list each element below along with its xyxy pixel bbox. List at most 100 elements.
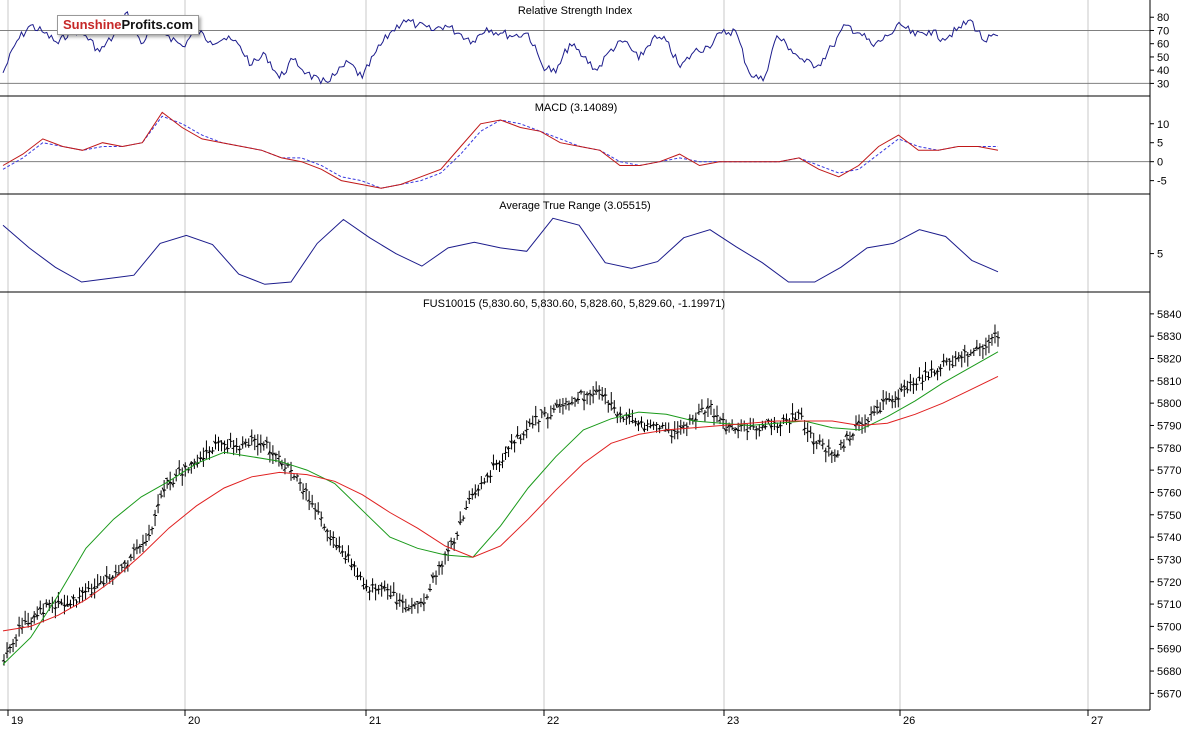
price-bar-open (364, 584, 368, 590)
price-bar-open (345, 552, 349, 558)
price-bar-open (273, 452, 277, 457)
price-bar-open (829, 451, 833, 456)
price-bar-open (962, 349, 966, 352)
price-bar-open (101, 581, 105, 585)
price-bar-open (463, 507, 467, 510)
price-bar-open (170, 482, 174, 486)
price-bar-open (1, 659, 5, 662)
price-bar-open (182, 464, 186, 469)
price-bar-open (65, 603, 68, 608)
price-bar-open (237, 448, 240, 451)
price-bar-open (258, 443, 262, 446)
price-bar-open (406, 608, 410, 611)
price-bar-open (886, 397, 890, 400)
y-tick-label: 80 (1157, 12, 1169, 24)
price-bar-open (424, 596, 428, 599)
price-bar-open (267, 450, 271, 456)
price-bar-open (327, 536, 331, 540)
price-bar-open (633, 420, 636, 424)
price-bar-open (110, 575, 114, 580)
price-bar-open (702, 412, 706, 415)
price-bar-open (222, 442, 225, 445)
x-tick-label: 23 (727, 715, 739, 727)
price-bar-open (92, 586, 96, 590)
y-tick-label: 5790 (1157, 420, 1181, 432)
y-tick-label: 5720 (1157, 577, 1181, 589)
price-bar-open (745, 429, 748, 431)
price-bar-open (696, 412, 700, 414)
pane-title: Average True Range (3.05515) (499, 200, 650, 212)
price-bar-open (179, 473, 183, 477)
price-bar-open (128, 554, 132, 559)
price-bar-open (107, 577, 110, 579)
price-bar-open (639, 420, 642, 424)
price-bar-open (920, 382, 923, 384)
price-bar-open (173, 473, 177, 477)
price-bar-open (877, 409, 881, 414)
price-bar-open (778, 423, 781, 428)
price-bar-open (361, 584, 364, 587)
price-bar-open (188, 461, 192, 466)
price-bar-open (25, 622, 29, 625)
price-bar-open (330, 536, 334, 540)
y-tick-label: 5740 (1157, 532, 1181, 544)
price-bar-open (318, 518, 322, 521)
price-bar-open (497, 462, 500, 465)
price-bar-open (484, 473, 488, 477)
price-bar-open (382, 585, 386, 590)
x-tick-label: 20 (188, 715, 200, 727)
price-bar-open (31, 614, 35, 619)
price-bar-open (56, 600, 59, 604)
price-bar-open (672, 429, 675, 432)
price-bar-open (560, 403, 564, 406)
price-bar-open (491, 462, 494, 467)
price-bar-open (303, 487, 307, 491)
price-bar-open (252, 438, 256, 442)
price-bar-open (479, 482, 482, 485)
pane-2: 10 5 0 -5 MACD (3.14089) (0, 102, 1169, 189)
y-tick-label: 5800 (1157, 398, 1181, 410)
price-bar-open (234, 444, 237, 447)
price-bar-open (895, 396, 899, 401)
price-bar-open (204, 449, 207, 452)
price-bar-open (844, 433, 848, 438)
pane-title: MACD (3.14089) (535, 102, 618, 114)
price-bar-open (403, 607, 407, 611)
y-tick-label: 40 (1157, 65, 1169, 77)
price-bar-open (575, 397, 579, 403)
price-bar-open (729, 425, 733, 428)
price-bar-open (352, 563, 355, 568)
price-bar-open (956, 355, 960, 360)
price-bar-open (515, 433, 519, 438)
price-bar-open (735, 427, 739, 432)
price-bar-open (466, 497, 470, 501)
price-bar-open (995, 335, 999, 338)
price-bar-open (781, 417, 784, 420)
price-bar-open (83, 590, 86, 593)
price-bar-open (835, 453, 839, 458)
price-bar-open (243, 441, 247, 445)
price-bar-open (59, 601, 62, 605)
price-bar-open (316, 510, 319, 513)
pane-3: 5 Average True Range (3.05515) (2, 200, 1163, 285)
price-bar-open (282, 468, 286, 471)
price-bar-open (599, 393, 603, 397)
price-bar-open (678, 425, 682, 428)
price-bar-open (37, 606, 41, 611)
price-bar-open (757, 427, 760, 430)
price-bar-open (433, 575, 437, 577)
price-bar-open (823, 449, 827, 453)
price-bar-open (732, 428, 736, 432)
price-bar-open (569, 401, 573, 405)
price-bar-open (53, 607, 56, 610)
price-bar-open (122, 560, 126, 565)
price-bar-open (602, 393, 606, 397)
price-bar-open (751, 425, 754, 427)
price-bar-open (572, 397, 576, 400)
y-tick-label: 5830 (1157, 331, 1181, 343)
y-tick-label: 5780 (1157, 443, 1181, 455)
price-bar-open (249, 435, 253, 438)
price-bar-open (681, 424, 685, 428)
price-bar-open (176, 467, 180, 470)
